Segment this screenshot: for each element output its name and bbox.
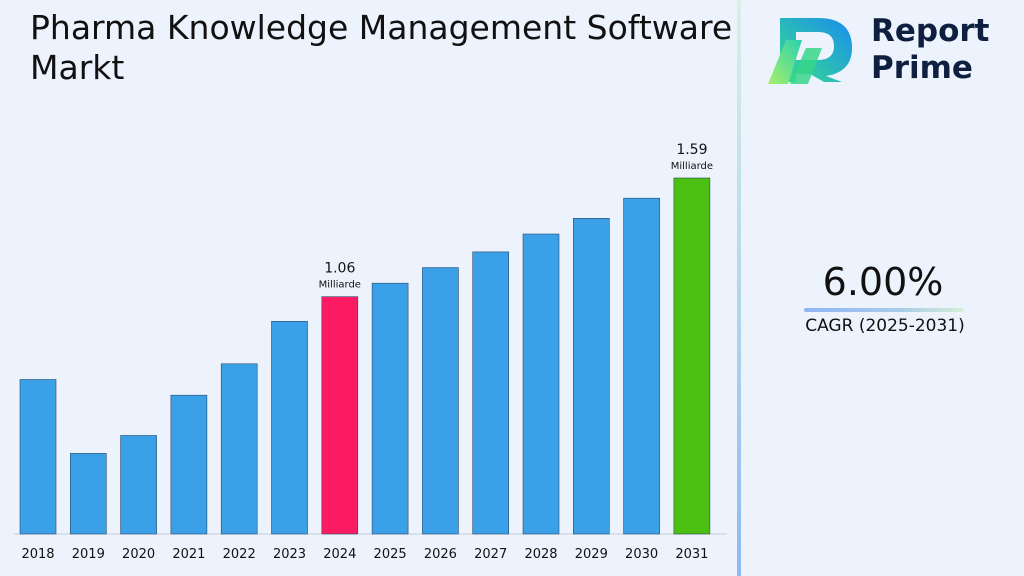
bars-group xyxy=(19,177,711,535)
cagr-value: 6.00% xyxy=(822,260,944,304)
bar-2018 xyxy=(19,379,57,535)
page-title: Pharma Knowledge Management Software Mar… xyxy=(30,8,733,87)
brand-line-1: Report xyxy=(871,13,990,49)
brand-name: Report Prime xyxy=(871,13,990,87)
report-prime-logo xyxy=(768,18,852,84)
bar-2020 xyxy=(120,435,157,535)
bar-2023 xyxy=(271,320,308,535)
x-tick-2024: 2024 xyxy=(323,547,356,562)
x-tick-labels: 2018 2019 2020 2021 2022 2023 2024 2025 2026 2027… xyxy=(21,547,708,562)
bar-2019 xyxy=(70,453,107,535)
bar-2025 xyxy=(371,282,409,535)
x-tick-2023: 2023 xyxy=(273,547,306,562)
bar-2024 xyxy=(321,296,359,535)
bar-2031 xyxy=(673,177,711,535)
bar-2022 xyxy=(220,363,258,535)
x-tick-2030: 2030 xyxy=(625,547,658,562)
bar-2030 xyxy=(623,197,660,535)
data-label-unit-2024: Milliarde xyxy=(319,280,361,291)
x-tick-2025: 2025 xyxy=(374,547,407,562)
x-tick-2019: 2019 xyxy=(72,547,105,562)
x-tick-2022: 2022 xyxy=(223,547,256,562)
x-tick-2026: 2026 xyxy=(424,547,457,562)
data-labels: 1.06 Milliarde 1.59 Milliarde xyxy=(319,142,713,291)
data-label-value-2031: 1.59 xyxy=(676,142,707,158)
x-tick-2027: 2027 xyxy=(474,547,507,562)
cagr-underline xyxy=(804,308,964,312)
x-tick-2031: 2031 xyxy=(675,547,708,562)
x-tick-2029: 2029 xyxy=(575,547,608,562)
bar-2028 xyxy=(522,233,560,535)
bar-chart: 2018 2019 2020 2021 2022 2023 2024 2025 2026 2027… xyxy=(14,142,727,562)
x-tick-2028: 2028 xyxy=(524,547,557,562)
bar-2029 xyxy=(572,218,610,535)
divider xyxy=(737,0,741,576)
bar-2026 xyxy=(422,267,459,535)
x-tick-2018: 2018 xyxy=(21,547,54,562)
x-tick-2021: 2021 xyxy=(172,547,205,562)
x-tick-2020: 2020 xyxy=(122,547,155,562)
bar-2021 xyxy=(170,394,208,535)
data-label-unit-2031: Milliarde xyxy=(671,161,713,172)
brand-line-2: Prime xyxy=(871,50,973,86)
cagr-label: CAGR (2025-2031) xyxy=(805,316,965,336)
data-label-value-2024: 1.06 xyxy=(324,261,355,277)
bar-2027 xyxy=(472,251,510,535)
